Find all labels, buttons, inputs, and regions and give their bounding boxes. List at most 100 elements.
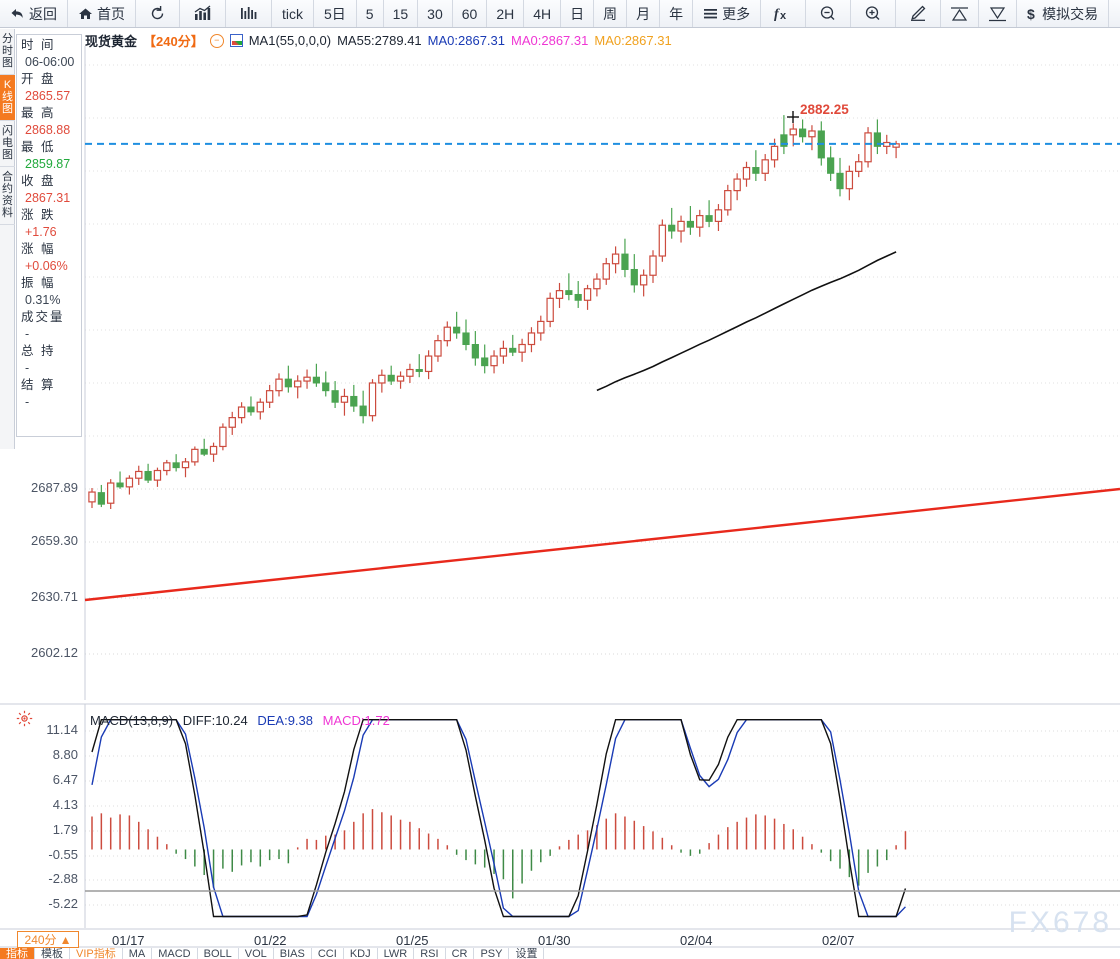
refresh-icon [151, 6, 164, 20]
triangle-up-small-icon: ▲ [59, 932, 72, 947]
tab-vol[interactable]: VOL [239, 948, 274, 959]
period-5day-button[interactable]: 5日 [314, 0, 357, 27]
more-button[interactable]: 更多 [693, 0, 762, 27]
x-axis-tick: 01/22 [254, 933, 287, 948]
main-toolbar: 返回 首页 [0, 0, 1120, 28]
back-arrow-icon [11, 8, 23, 18]
macd-formula-label: MACD(13,8,9) [90, 713, 174, 728]
macd-axis-tick: -2.88 [48, 871, 78, 886]
info-value-open: 2865.57 [25, 89, 71, 103]
info-value-amplitude: 0.31% [25, 293, 61, 307]
demo-trade-button[interactable]: $ 模拟交易 [1017, 0, 1110, 27]
current-period-badge[interactable]: 240分 ▲ [17, 931, 79, 948]
macd-axis-tick: -0.55 [48, 847, 78, 862]
zoom-out-icon [820, 6, 835, 20]
price-axis-tick: 2687.89 [31, 480, 78, 495]
sidebar-item-timeshare[interactable]: 分时图 [0, 29, 15, 75]
brand-button[interactable]: 汇通财经 [1109, 0, 1120, 27]
down-triangle-button[interactable] [979, 0, 1018, 27]
period-2h-label: 2H [496, 5, 515, 22]
sidebar-item-kline[interactable]: K线图 [0, 75, 15, 121]
period-4h-button[interactable]: 4H [524, 0, 562, 27]
tab-kdj[interactable]: KDJ [344, 948, 378, 959]
quote-info-panel: 时 间 06-06:00 开 盘 2865.57 最 高 2868.88 最 低… [16, 34, 82, 437]
indicator-tab-strip: 指标 模板 VIP指标 MA MACD BOLL VOL BIAS CCI KD… [0, 948, 1120, 959]
tab-cr[interactable]: CR [446, 948, 475, 959]
info-value-volume: - [25, 327, 30, 341]
period-5-button[interactable]: 5 [357, 0, 384, 27]
info-value-close: 2867.31 [25, 191, 71, 205]
tab-macd[interactable]: MACD [152, 948, 198, 959]
sidebar-item-contract-info[interactable]: 合约资料 [0, 167, 15, 225]
settings-sun-icon[interactable] [16, 710, 33, 732]
period-5-label: 5 [365, 5, 374, 22]
period-15-button[interactable]: 15 [384, 0, 419, 27]
dollar-icon: $ [1027, 6, 1035, 21]
info-value-high: 2868.88 [25, 123, 71, 137]
period-month-label: 月 [636, 5, 651, 22]
tab-settings[interactable]: 设置 [509, 948, 545, 959]
tab-indicators[interactable]: 指标 [0, 948, 35, 959]
period-year-button[interactable]: 年 [660, 0, 694, 27]
indicator-button[interactable] [226, 0, 272, 27]
period-30-label: 30 [427, 5, 443, 22]
period-week-button[interactable]: 周 [594, 0, 628, 27]
triangle-up-icon [951, 6, 969, 21]
formula-button[interactable]: f x [761, 0, 807, 27]
period-2h-button[interactable]: 2H [487, 0, 525, 27]
period-month-button[interactable]: 月 [627, 0, 661, 27]
period-day-button[interactable]: 日 [561, 0, 595, 27]
sidebar-item-lightning[interactable]: 闪电图 [0, 121, 15, 167]
zoom-in-icon [865, 6, 880, 20]
draw-button[interactable] [896, 0, 942, 27]
tab-ma[interactable]: MA [123, 948, 153, 959]
zoom-out-button[interactable] [806, 0, 852, 27]
macd-axis-tick: 11.14 [46, 722, 78, 737]
chart-period-label: 【240分】 [143, 34, 204, 49]
back-button[interactable]: 返回 [0, 0, 68, 27]
tab-rsi[interactable]: RSI [414, 948, 446, 959]
macd-diff-label: DIFF:10.24 [182, 713, 248, 728]
fx-icon: f x [774, 7, 787, 22]
period-60-button[interactable]: 60 [453, 0, 488, 27]
tab-lwr[interactable]: LWR [378, 948, 415, 959]
ma0-orange-value-label: MA0:2867.31 [594, 33, 672, 48]
tick-button[interactable]: tick [272, 0, 314, 27]
period-year-label: 年 [669, 5, 684, 22]
tab-bias[interactable]: BIAS [274, 948, 312, 959]
price-axis-tick: 2602.12 [31, 645, 78, 660]
tab-psy[interactable]: PSY [474, 948, 510, 959]
info-label-amplitude: 振 幅 [21, 276, 56, 290]
back-button-label: 返回 [29, 5, 57, 22]
refresh-button[interactable] [136, 0, 180, 27]
ma0-magenta-value-label: MA0:2867.31 [511, 33, 589, 48]
period-week-label: 周 [603, 5, 618, 22]
tab-boll[interactable]: BOLL [198, 948, 239, 959]
minus-circle-icon[interactable]: − [209, 33, 224, 48]
period-day-label: 日 [570, 5, 585, 22]
macd-legend-header: MACD(13,8,9) DIFF:10.24 DEA:9.38 MACD:1.… [90, 713, 390, 728]
info-label-change: 涨 跌 [21, 208, 56, 222]
chart-type-button[interactable] [180, 0, 226, 27]
tab-templates[interactable]: 模板 [35, 948, 70, 959]
macd-axis-tick: 6.47 [52, 772, 78, 787]
macd-value-label: MACD:1.72 [322, 713, 390, 728]
tick-button-label: tick [282, 5, 303, 22]
ma-formula-label: MA1(55,0,0,0) [248, 33, 332, 48]
info-label-change-pct: 涨 幅 [21, 242, 56, 256]
zoom-in-button[interactable] [851, 0, 897, 27]
macd-axis-tick: -5.22 [48, 896, 78, 911]
home-button[interactable]: 首页 [68, 0, 136, 27]
info-value-settlement: - [25, 395, 30, 409]
equalizer-icon [241, 7, 257, 19]
price-axis-tick: 2659.30 [31, 533, 78, 548]
period-30-button[interactable]: 30 [418, 0, 453, 27]
bar-chart-icon [194, 5, 211, 20]
up-triangle-button[interactable] [941, 0, 980, 27]
tab-vip-indicators[interactable]: VIP指标 [70, 948, 123, 959]
tab-cci[interactable]: CCI [312, 948, 344, 959]
triangle-down-icon [989, 6, 1007, 21]
info-label-high: 最 高 [21, 106, 56, 120]
info-value-change-pct: +0.06% [25, 259, 68, 273]
